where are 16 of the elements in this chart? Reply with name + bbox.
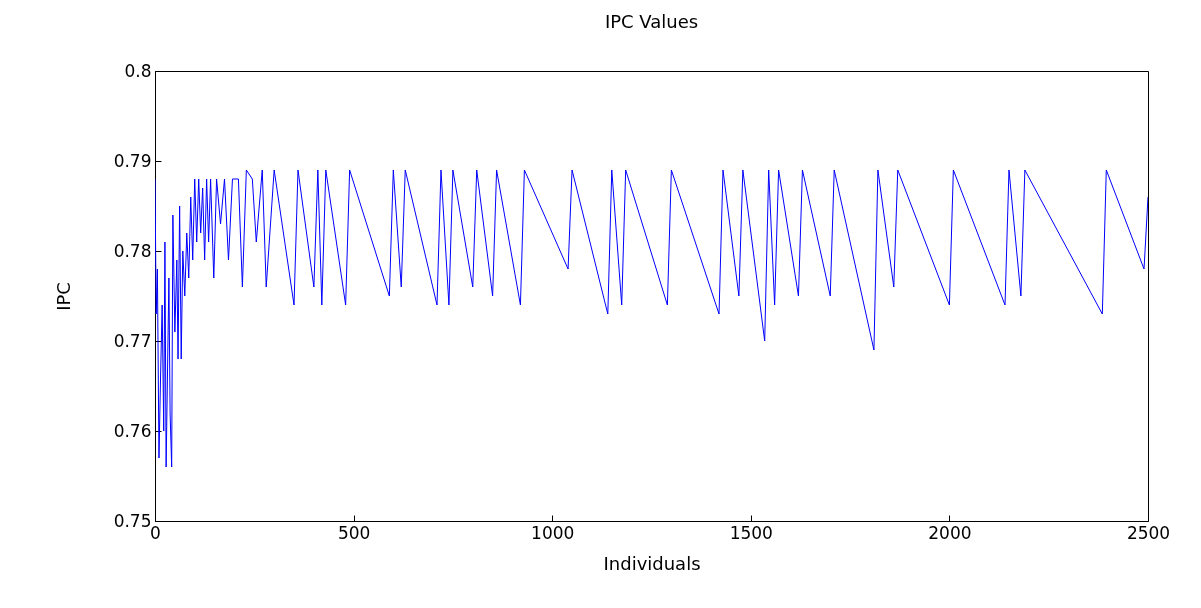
y-tick-label: 0.78 (113, 240, 152, 261)
chart-title: IPC Values (604, 11, 699, 32)
y-tick-label: 0.75 (113, 510, 152, 531)
x-tick-label: 2000 (928, 522, 972, 543)
x-tick-label: 2500 (1126, 522, 1171, 543)
y-tick-label: 0.8 (124, 60, 152, 81)
y-tick-label: 0.76 (113, 420, 152, 441)
line-series (155, 169, 1148, 468)
y-tick-label: 0.77 (113, 330, 152, 351)
y-tick-label: 0.79 (113, 150, 152, 171)
y-axis-title: IPC (52, 282, 74, 311)
x-tick-label: 1500 (729, 522, 773, 543)
x-tick-label: 1000 (531, 522, 575, 543)
x-tick-label: 500 (337, 522, 371, 543)
x-axis-title: Individuals (603, 552, 701, 574)
x-tick-label: 0 (150, 522, 161, 543)
